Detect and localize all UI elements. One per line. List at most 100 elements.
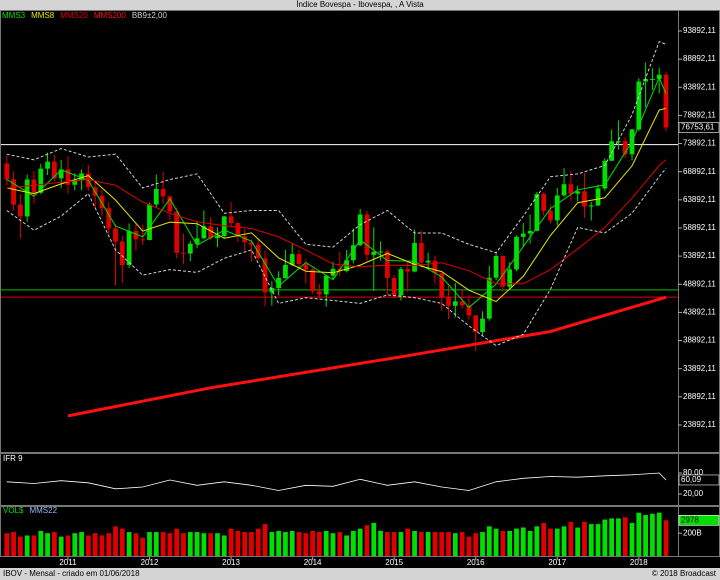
candle-body [133, 231, 139, 240]
panel-title: IFR 9 [3, 454, 23, 463]
y-tick-label: 28892,11 [683, 392, 716, 401]
candle-body [310, 269, 315, 292]
panel-ma-label: MMS22 [29, 506, 57, 515]
y-tick-label: 68892,11 [683, 167, 716, 176]
volume-bar [113, 526, 118, 556]
y-tick-label: 93892,11 [683, 26, 716, 35]
overlay-line [67, 295, 667, 418]
chart-title: Índice Bovespa - Ibovespa, , A Vista [296, 0, 424, 9]
volume-bar [425, 532, 431, 556]
volume-bar [174, 528, 180, 556]
volume-bar [181, 533, 186, 556]
candle-body [18, 204, 23, 217]
candle-body [534, 194, 540, 231]
volume-bar [507, 530, 513, 556]
volume-bar [11, 532, 16, 556]
overlay-line-lower [6, 167, 667, 347]
candle-body [249, 242, 254, 245]
candle-body [663, 74, 669, 128]
candle-body [351, 245, 356, 261]
candle-body [561, 184, 567, 196]
volume-bar [636, 512, 642, 556]
volume-bar [72, 533, 78, 556]
volume-bar [371, 522, 377, 556]
candle-body [269, 287, 275, 293]
indicator-line [6, 472, 667, 491]
y-tick-label: 53892,11 [683, 251, 716, 260]
candle-body [276, 277, 282, 288]
volume-bar [357, 528, 363, 556]
volume-bar [18, 536, 23, 556]
volume-bar [208, 533, 214, 556]
x-tick-label: 2012 [141, 558, 159, 567]
value-box [678, 474, 720, 486]
x-tick-label: 2011 [59, 558, 77, 567]
candle-body [371, 251, 377, 255]
candle-body [541, 194, 547, 211]
candle-body [643, 79, 648, 82]
candle-body [119, 241, 125, 265]
volume-bar [317, 532, 322, 556]
candle-body [405, 269, 411, 272]
candle-body [452, 301, 458, 306]
candle-body [622, 141, 628, 155]
candle-body [507, 269, 513, 287]
volume-bar [575, 527, 581, 556]
candle-body [4, 163, 10, 180]
volume-bar [289, 530, 295, 556]
candle-body [432, 260, 438, 274]
volume-bar [330, 533, 336, 556]
candle-body [582, 191, 587, 207]
volume-bar [215, 533, 220, 556]
candle-body [378, 251, 383, 253]
candle-body [289, 254, 295, 265]
y-tick-label: 20,00 [683, 489, 704, 498]
candle-body [616, 141, 621, 143]
candle-body [520, 233, 526, 237]
candle-body [38, 168, 44, 193]
volume-bar [650, 513, 655, 556]
volume-bar [337, 532, 343, 556]
volume-bar [303, 533, 309, 556]
volume-bar [520, 527, 526, 556]
candle-body [486, 277, 492, 319]
volume-bar [643, 514, 648, 556]
overlay-line [6, 40, 667, 254]
candle-body [636, 81, 642, 130]
volume-bar [133, 533, 139, 556]
candle-body [24, 179, 30, 217]
volume-bar [595, 524, 601, 556]
candle-body [262, 258, 268, 293]
volume-bar [58, 536, 64, 556]
volume-bar [554, 528, 560, 556]
volume-bar [493, 528, 499, 556]
candle-body [446, 296, 451, 306]
candle-body [208, 226, 214, 239]
volume-bar [561, 526, 567, 556]
volume-bar [92, 533, 98, 556]
candle-body [140, 239, 146, 241]
candle-body [317, 291, 322, 295]
candle-body [466, 305, 472, 316]
candle-body [650, 78, 655, 80]
volume-bar [228, 528, 234, 556]
volume-bar [31, 535, 37, 556]
volume-bar [65, 535, 71, 556]
overlay-line [6, 76, 667, 309]
candle-body [398, 269, 404, 296]
value-box-label: 60,09 [681, 475, 702, 484]
legend-entry: BB9±2,00 [132, 11, 168, 20]
candle-body [79, 173, 84, 181]
x-tick-label: 2013 [222, 558, 240, 567]
volume-bar [187, 532, 193, 556]
volume-bar [45, 533, 50, 556]
candle-body [106, 208, 112, 229]
volume-bar [167, 533, 173, 556]
candle-body [45, 161, 50, 169]
volume-bar [568, 521, 574, 556]
volume-bar [140, 537, 146, 556]
value-box-label: 2978 [681, 515, 699, 524]
candle-body [187, 243, 193, 254]
legend-entry: MMS8 [31, 11, 55, 20]
volume-bar [466, 536, 472, 556]
